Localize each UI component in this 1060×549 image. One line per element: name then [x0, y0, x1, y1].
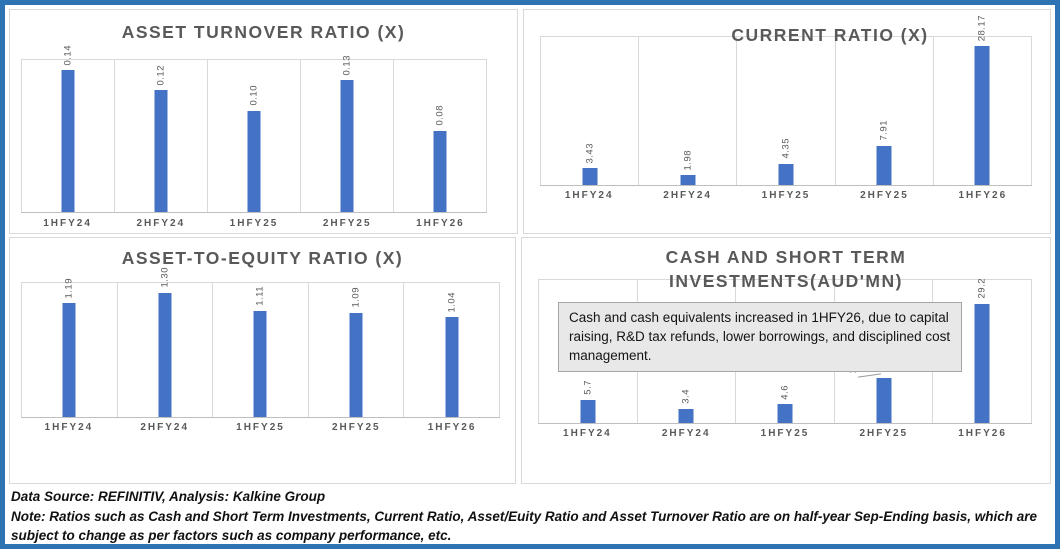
- bar-2HFY24: [680, 175, 696, 185]
- x-axis-labels: 1HFY24 2HFY24 1HFY25 2HFY25 1HFY26: [540, 190, 1032, 208]
- x-axis-label: 1HFY25: [761, 190, 811, 201]
- data-label: 3.4: [680, 389, 692, 405]
- data-label: 1.19: [63, 277, 75, 299]
- x-axis-label: 1HFY26: [416, 218, 465, 229]
- x-axis-label: 1HFY26: [427, 422, 477, 433]
- x-axis-label: 2HFY25: [322, 218, 372, 229]
- data-label: 0.14: [62, 44, 74, 66]
- bar-slots: 1.19 1.30 1.11 1.09 1.04: [21, 267, 500, 418]
- bar-1HFY24: [61, 70, 75, 212]
- data-label: 0.13: [341, 54, 353, 76]
- bar-2HFY24: [154, 90, 168, 212]
- x-axis-label: 1HFY24: [563, 428, 612, 439]
- bar-slot: 1.09: [307, 283, 404, 417]
- bar-2HFY24: [678, 409, 694, 423]
- bar-1HFY26: [974, 46, 990, 185]
- x-axis-labels: 1HFY24 2HFY24 1HFY25 2HFY25 1HFY26: [538, 428, 1032, 446]
- bar-slot: 0.08: [393, 60, 487, 212]
- bar-1HFY25: [777, 404, 793, 423]
- bar-slot: 3.43: [540, 37, 638, 185]
- bar-slots: 0.14 0.12 0.10 0.13 0.08: [21, 45, 487, 213]
- chart-title-cash-investments: CASH AND SHORT TERM INVESTMENTS(AUD'MN): [665, 247, 907, 291]
- bar-1HFY24: [62, 303, 76, 417]
- x-axis-label: 2HFY24: [136, 218, 186, 229]
- x-axis-label: 1HFY26: [958, 428, 1007, 439]
- chart-current-ratio: CURRENT RATIO (X) 3.43 1.98 4.35 7.91 28.17 …: [523, 9, 1051, 234]
- data-label: 1.09: [350, 287, 362, 308]
- bar-slot: 28.17: [932, 15, 1033, 185]
- bar-slot: 0.12: [114, 60, 207, 212]
- data-label: 7.91: [878, 120, 890, 141]
- chart-title-current-ratio: CURRENT RATIO (X): [731, 25, 929, 45]
- bar-slot: 5.7: [538, 280, 637, 423]
- x-axis-label: 2HFY25: [860, 190, 909, 201]
- data-label: 0.08: [434, 105, 446, 126]
- bar-slot: 0.13: [300, 55, 393, 212]
- x-axis-label: 1HFY25: [229, 218, 279, 229]
- bar-slot: 0.10: [207, 60, 300, 212]
- x-axis-label: 1HFY24: [43, 218, 92, 229]
- bar-2HFY24: [158, 292, 172, 417]
- x-axis-labels: 1HFY24 2HFY24 1HFY25 2HFY25 1HFY26: [21, 422, 500, 440]
- x-axis-labels: 1HFY24 2HFY24 1HFY25 2HFY25 1HFY26: [21, 218, 487, 236]
- bar-1HFY25: [253, 310, 267, 417]
- footer: Data Source: REFINITIV, Analysis: Kalkin…: [11, 486, 1049, 544]
- bar-slot: 1.19: [21, 278, 117, 417]
- x-axis-label: 1HFY24: [564, 190, 614, 201]
- bar-1HFY26: [433, 130, 447, 212]
- bar-1HFY25: [778, 163, 794, 185]
- data-label: 1.98: [682, 149, 694, 171]
- data-label: 3.43: [584, 142, 596, 164]
- bar-1HFY24: [580, 399, 596, 423]
- plot-area-cash-investments: 5.73.44.610.929.2: [538, 278, 1032, 424]
- bar-1HFY25: [247, 110, 261, 212]
- label-leader-line: [858, 373, 882, 379]
- x-axis-label: 2HFY25: [331, 422, 381, 433]
- bar-slot: 7.91: [834, 37, 933, 185]
- chart-title-asset-to-equity: ASSET-TO-EQUITY RATIO (X): [121, 248, 404, 268]
- bar-slot: 1.11: [212, 283, 308, 417]
- x-axis-label: 2HFY24: [140, 422, 190, 433]
- plot-area-asset-turnover: 0.14 0.12 0.10 0.13 0.08: [21, 45, 487, 213]
- bar-1HFY26: [445, 317, 459, 417]
- x-axis-label: 1HFY24: [44, 422, 94, 433]
- annotation-callout-box: Cash and cash equivalents increased in 1…: [558, 302, 962, 373]
- bar-slots: 3.43 1.98 4.35 7.91 28.17: [540, 15, 1033, 186]
- bar-1HFY26: [974, 303, 990, 423]
- bar-slot: 1.98: [638, 37, 736, 185]
- bar-2HFY25: [876, 145, 892, 185]
- x-axis-label: 1HFY25: [236, 422, 285, 433]
- plot-area-asset-to-equity: 1.19 1.30 1.11 1.09 1.04: [21, 267, 500, 418]
- data-label: 4.6: [779, 384, 791, 400]
- x-axis-label: 2HFY25: [859, 428, 909, 439]
- chart-title-asset-turnover: ASSET TURNOVER RATIO (X): [121, 22, 406, 42]
- data-label: 5.7: [582, 380, 594, 395]
- x-axis-label: 2HFY24: [663, 190, 712, 201]
- bar-2HFY25: [340, 80, 354, 212]
- note-line: Note: Ratios such as Cash and Short Term…: [11, 509, 1037, 544]
- bar-2HFY25: [349, 312, 363, 417]
- data-source-line: Data Source: REFINITIV, Analysis: Kalkin…: [11, 489, 326, 504]
- data-label: 1.11: [254, 285, 266, 306]
- data-label: 4.35: [780, 138, 792, 159]
- data-label: 1.30: [159, 267, 171, 288]
- data-label: 1.04: [446, 291, 458, 313]
- bar-slot: 1.30: [116, 267, 213, 417]
- data-label: 0.10: [248, 85, 260, 106]
- bar-slots: 5.73.44.610.929.2: [538, 278, 1032, 424]
- plot-area-current-ratio: 3.43 1.98 4.35 7.91 28.17: [540, 15, 1033, 186]
- x-axis-label: 1HFY26: [958, 190, 1008, 201]
- bar-2HFY25: [876, 378, 892, 423]
- chart-cash-short-term-investments: CASH AND SHORT TERM INVESTMENTS(AUD'MN) …: [521, 237, 1051, 484]
- bar-slot: 4.35: [736, 37, 834, 185]
- bar-slot: 1.04: [403, 283, 500, 417]
- x-axis-label: 1HFY25: [760, 428, 810, 439]
- x-axis-label: 2HFY24: [661, 428, 711, 439]
- chart-asset-turnover-ratio: ASSET TURNOVER RATIO (X) 0.14 0.12 0.10 0.1…: [9, 9, 518, 234]
- bar-1HFY24: [582, 168, 598, 185]
- chart-asset-to-equity-ratio: ASSET-TO-EQUITY RATIO (X) 1.19 1.30 1.11 1.…: [9, 237, 516, 484]
- bar-slot: 0.14: [21, 45, 114, 212]
- data-label: 0.12: [155, 64, 167, 86]
